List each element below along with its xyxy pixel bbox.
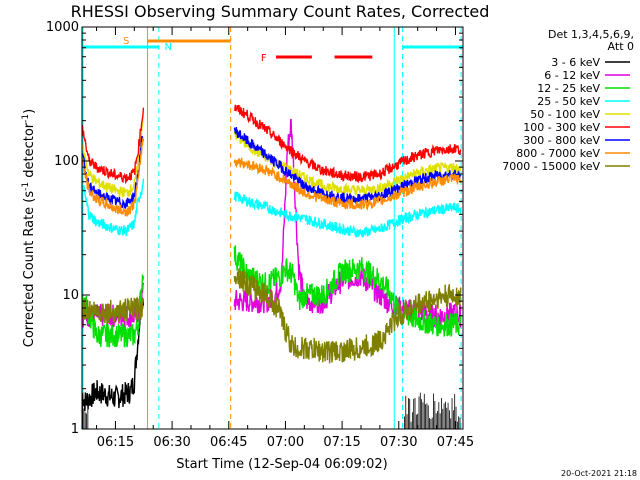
x-tick-label: 06:30 [153,435,190,450]
s-annotation-label: S [123,36,129,47]
y-axis-label-main: Corrected Count Rate (s [22,191,37,348]
plot-frame [81,26,464,430]
y-tick-label: 1000 [46,20,79,35]
series-line [81,177,145,237]
legend-entry-label: 3 - 6 keV [551,56,600,69]
x-tick-label: 07:00 [267,435,304,450]
y-axis: 1 10 100 1000 [46,20,463,437]
series-line [81,297,145,412]
series-line [233,104,462,184]
legend-entry-label: 50 - 100 keV [530,108,600,121]
series-line [233,127,462,205]
y-axis-label-sup2: -1 [21,114,31,123]
y-tick-label: 10 [62,288,79,303]
series-line [233,191,462,238]
y-tick-label: 1 [71,422,79,437]
chart-title: RHESSI Observing Summary Count Rates, Co… [71,2,490,21]
legend-entry-label: 300 - 800 keV [523,134,600,147]
series-line [233,157,462,211]
f-annotation-label: F [261,53,267,64]
x-tick-label: 06:45 [210,435,247,450]
legend-entry-label: 100 - 300 keV [523,121,600,134]
x-axis-label: Start Time (12-Sep-04 06:09:02) [176,457,387,472]
y-axis-label-mid: detector [22,122,37,182]
x-axis: 06:15 06:30 06:45 07:00 07:15 07:30 07:45 [96,27,474,450]
x-tick-label: 06:15 [97,435,134,450]
legend-header-1: Det 1,3,4,5,6,9, [548,28,634,41]
series-line [81,274,145,348]
y-tick-label: 100 [54,154,79,169]
series-line [81,137,145,217]
legend-entry-label: 25 - 50 keV [537,95,600,108]
legend-entry-label: 7000 - 15000 keV [502,160,600,173]
legend-entry-label: 6 - 12 keV [544,69,600,82]
series-line [233,268,462,364]
y-axis-label-sup1: -1 [21,182,31,191]
n-annotation-label: N [165,42,172,53]
plot-area: S N F [81,27,463,429]
x-tick-label: 07:30 [380,435,417,450]
legend-header-2: Att 0 [608,40,634,53]
series-line [81,107,145,185]
x-tick-label: 07:45 [437,435,474,450]
y-axis-label: Corrected Count Rate (s-1 detector-1) [21,109,37,347]
series-line [233,245,462,338]
generation-timestamp: 20-Oct-2021 21:18 [561,469,637,478]
y-axis-label-end: ) [22,109,37,114]
x-tick-label: 07:15 [323,435,360,450]
legend-entry-label: 12 - 25 keV [537,82,600,95]
series-line [81,296,145,324]
legend-entry-label: 800 - 7000 keV [516,147,600,160]
series-line [81,113,144,199]
